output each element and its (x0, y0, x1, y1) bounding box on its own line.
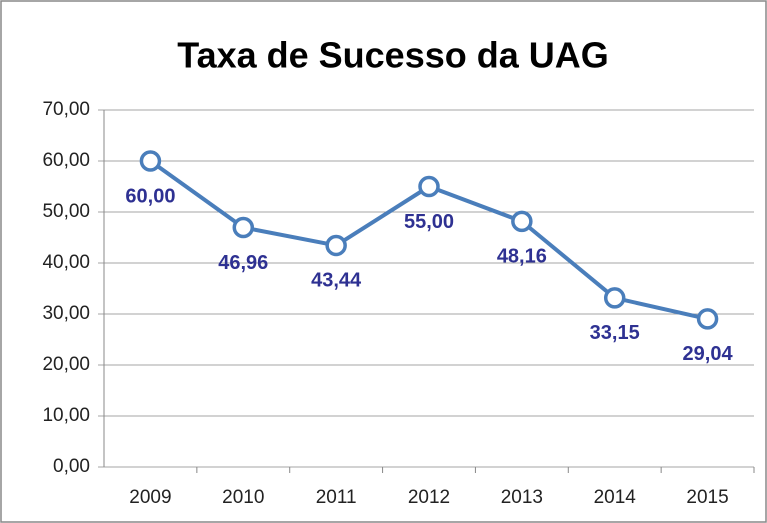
x-tick-label: 2013 (501, 487, 543, 508)
data-point (696, 308, 719, 330)
y-tick-label: 70,00 (42, 99, 90, 120)
y-tick-label: 0,00 (53, 456, 90, 477)
data-point (139, 150, 162, 172)
data-point (232, 216, 255, 239)
y-tick-label: 20,00 (42, 354, 90, 375)
data-point (325, 234, 347, 257)
x-tick-label: 2009 (129, 487, 171, 508)
data-label: 60,00 (125, 185, 175, 207)
y-tick-label: 40,00 (42, 252, 90, 273)
y-tick-label: 50,00 (42, 201, 90, 222)
data-point (511, 210, 533, 233)
data-label: 55,00 (404, 211, 454, 233)
chart-title: Taxa de Sucesso da UAG (177, 35, 609, 76)
data-label: 46,96 (218, 252, 268, 274)
y-tick-label: 60,00 (42, 150, 90, 171)
y-tick-label: 30,00 (42, 303, 90, 324)
x-tick-label: 2015 (686, 487, 728, 508)
data-label: 29,04 (683, 343, 734, 365)
data-label: 43,44 (311, 270, 362, 292)
x-tick-label: 2011 (316, 487, 357, 508)
data-point (418, 175, 440, 198)
x-tick-label: 2010 (222, 487, 264, 508)
data-label: 33,15 (590, 322, 640, 344)
x-tick-label: 2014 (594, 487, 637, 508)
y-tick-label: 10,00 (42, 405, 90, 426)
data-point (603, 287, 626, 309)
data-label: 48,16 (497, 246, 547, 268)
x-tick-label: 2012 (408, 487, 450, 508)
